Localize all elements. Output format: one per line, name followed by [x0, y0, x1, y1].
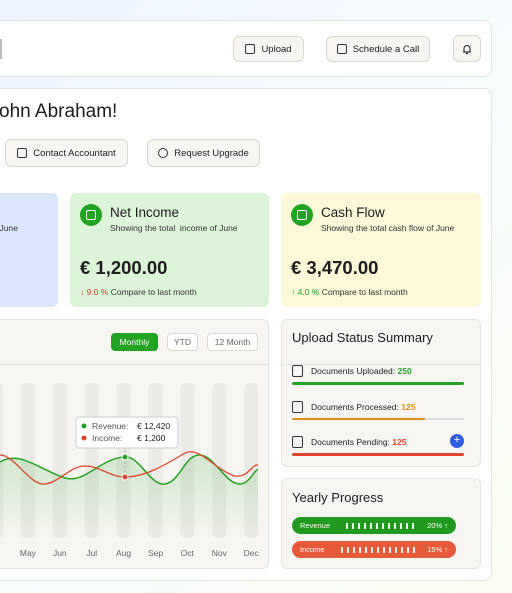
stat-card: Cash Flow Showing the total cash flow of…: [281, 193, 481, 307]
tooltip-value: € 12,420: [137, 421, 170, 431]
card-compare: Compare to last month: [321, 287, 408, 297]
schedule-button[interactable]: Schedule a Call: [326, 36, 430, 62]
button-label: Upload: [261, 43, 292, 55]
legend-dot: [81, 423, 87, 429]
hover-point: [121, 453, 129, 461]
panel-title: Yearly Progress: [292, 490, 384, 505]
hover-point: [121, 473, 129, 481]
month-label: Jun: [53, 548, 67, 558]
card-amount: € 1,200.00: [80, 257, 168, 278]
month-label: Aug: [116, 548, 131, 558]
card-icon: [80, 204, 102, 226]
upgrade-icon: [158, 148, 169, 158]
status-label: Documents Processed:: [311, 401, 399, 412]
tab[interactable]: YTD: [167, 333, 198, 351]
card-icon: [291, 204, 313, 226]
notification-button[interactable]: [453, 35, 481, 62]
search-edge: [0, 39, 2, 59]
month-label: Sep: [148, 548, 163, 558]
button-label: Request Upgrade: [174, 147, 249, 159]
add-button[interactable]: +: [450, 434, 464, 448]
divider: [282, 364, 480, 365]
pill-stripes: [346, 522, 416, 529]
tooltip: [75, 416, 179, 449]
status-row: Documents Uploaded: 250: [311, 366, 412, 376]
status-bar: [292, 417, 425, 420]
greeting: ohn Abraham!: [0, 101, 118, 122]
status-row: Documents Pending: 125: [311, 437, 406, 447]
line-chart: Revenue: € 12,420 Income: € 1,200 rMayJu…: [0, 383, 260, 558]
divider: [0, 364, 269, 365]
card-title: Cash Flow: [321, 205, 385, 220]
upload-status-panel: Upload Status Summary: [281, 319, 481, 467]
camera-icon: [336, 44, 347, 54]
button-label: Contact Accountant: [33, 147, 116, 159]
panel-title: Upload Status Summary: [292, 330, 433, 345]
status-bar: [292, 453, 464, 456]
contact-button[interactable]: Contact Accountant: [5, 139, 128, 167]
stat-card: of June: [0, 193, 58, 307]
month-label: May: [20, 548, 37, 558]
status-bar: [292, 382, 464, 385]
legend-dot: [81, 435, 87, 441]
month-label: Oct: [181, 548, 195, 558]
bell-icon: [463, 44, 471, 54]
revenue-line: [0, 454, 259, 485]
status-label: Documents Pending:: [311, 437, 390, 447]
pill-label: Revenue: [300, 521, 331, 530]
tab-active[interactable]: Monthly: [111, 333, 158, 351]
month-label: Nov: [212, 548, 228, 558]
doc-icon: [292, 400, 303, 413]
status-count: 125: [392, 437, 407, 447]
area-fill: [0, 454, 258, 540]
tab[interactable]: 12 Month: [207, 333, 258, 351]
upload-icon: [245, 44, 256, 54]
card-amount: € 3,470.00: [291, 257, 379, 278]
card-subtitle: Showing the total income of June: [110, 223, 238, 233]
doc-icon: [292, 436, 303, 448]
month-label: Dec: [244, 548, 260, 558]
month-label: Jul: [86, 548, 97, 558]
card-change: ↑ 4.0 %: [291, 287, 320, 297]
progress-pill: Revenue 20% ↑: [292, 517, 456, 534]
status-count: 125: [401, 401, 416, 412]
pill-value: 20% ↑: [427, 521, 448, 530]
tooltip-label: Income:: [92, 433, 122, 443]
upload-button[interactable]: Upload: [233, 36, 304, 62]
tooltip-label: Revenue:: [92, 421, 128, 431]
upgrade-button[interactable]: Request Upgrade: [147, 139, 260, 167]
card-subtitle: of June: [0, 223, 18, 233]
tooltip-value: € 1,200: [137, 433, 166, 443]
button-label: Schedule a Call: [352, 43, 420, 55]
progress-pill: Income 15% ↑: [292, 541, 456, 558]
stat-card: Net Income Showing the total income of J…: [70, 193, 269, 307]
card-compare: Compare to last month: [110, 287, 197, 297]
status-label: Documents Uploaded:: [311, 366, 396, 376]
doc-icon: [292, 365, 303, 377]
status-count: 250: [397, 366, 412, 376]
pill-label: Income: [300, 545, 325, 554]
status-row: Documents Processed: 125: [311, 402, 415, 412]
pill-stripes: [340, 546, 416, 553]
card-change: ↓ 9.0 %: [80, 287, 109, 297]
pill-value: 15% ↑: [427, 545, 448, 554]
card-subtitle: Showing the total cash flow of June: [321, 223, 455, 233]
card-title: Net Income: [110, 205, 180, 220]
phone-icon: [17, 148, 28, 158]
